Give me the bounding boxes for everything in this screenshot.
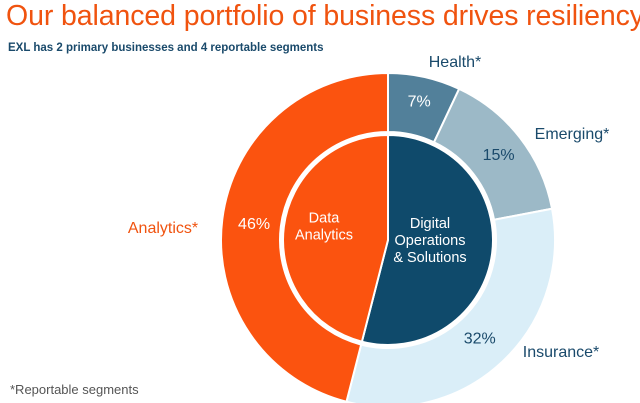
- category-label-insurance: Insurance*: [523, 344, 600, 361]
- inner-label-line: Data: [309, 211, 341, 227]
- category-label-emerging: Emerging*: [535, 126, 610, 143]
- inner-label-line: Analytics: [295, 228, 353, 244]
- pct-label-insurance: 32%: [464, 331, 496, 348]
- pct-label-emerging: 15%: [483, 147, 515, 164]
- inner-slice-data-analytics: [282, 133, 389, 343]
- page-title: Our balanced portfolio of business drive…: [6, 0, 640, 32]
- category-label-analytics: Analytics*: [128, 220, 198, 237]
- pct-label-health: 7%: [408, 93, 431, 110]
- outer-ring: [220, 71, 556, 403]
- footnote: *Reportable segments: [10, 382, 139, 397]
- inner-label-data-analytics: Data Analytics: [295, 211, 353, 244]
- inner-slice-digital-operations-solutions: [360, 133, 494, 346]
- category-label-health: Health*: [429, 54, 481, 71]
- pct-label-analytics: 46%: [238, 216, 270, 233]
- inner-label-digital-operations-solutions: Digital Operations & Solutions: [393, 216, 466, 266]
- inner-label-line: Operations: [395, 233, 466, 249]
- inner-label-line: & Solutions: [393, 250, 466, 266]
- page-subtitle: EXL has 2 primary businesses and 4 repor…: [8, 42, 324, 54]
- outer-slice-insurance: [345, 207, 556, 403]
- inner-label-line: Digital: [410, 216, 450, 232]
- inner-ring: [282, 133, 494, 346]
- chart-labels: 7% 15% 32% 46% Health* Emerging* Insurance* Ana…: [128, 54, 609, 361]
- outer-slice-analytics: [220, 71, 389, 403]
